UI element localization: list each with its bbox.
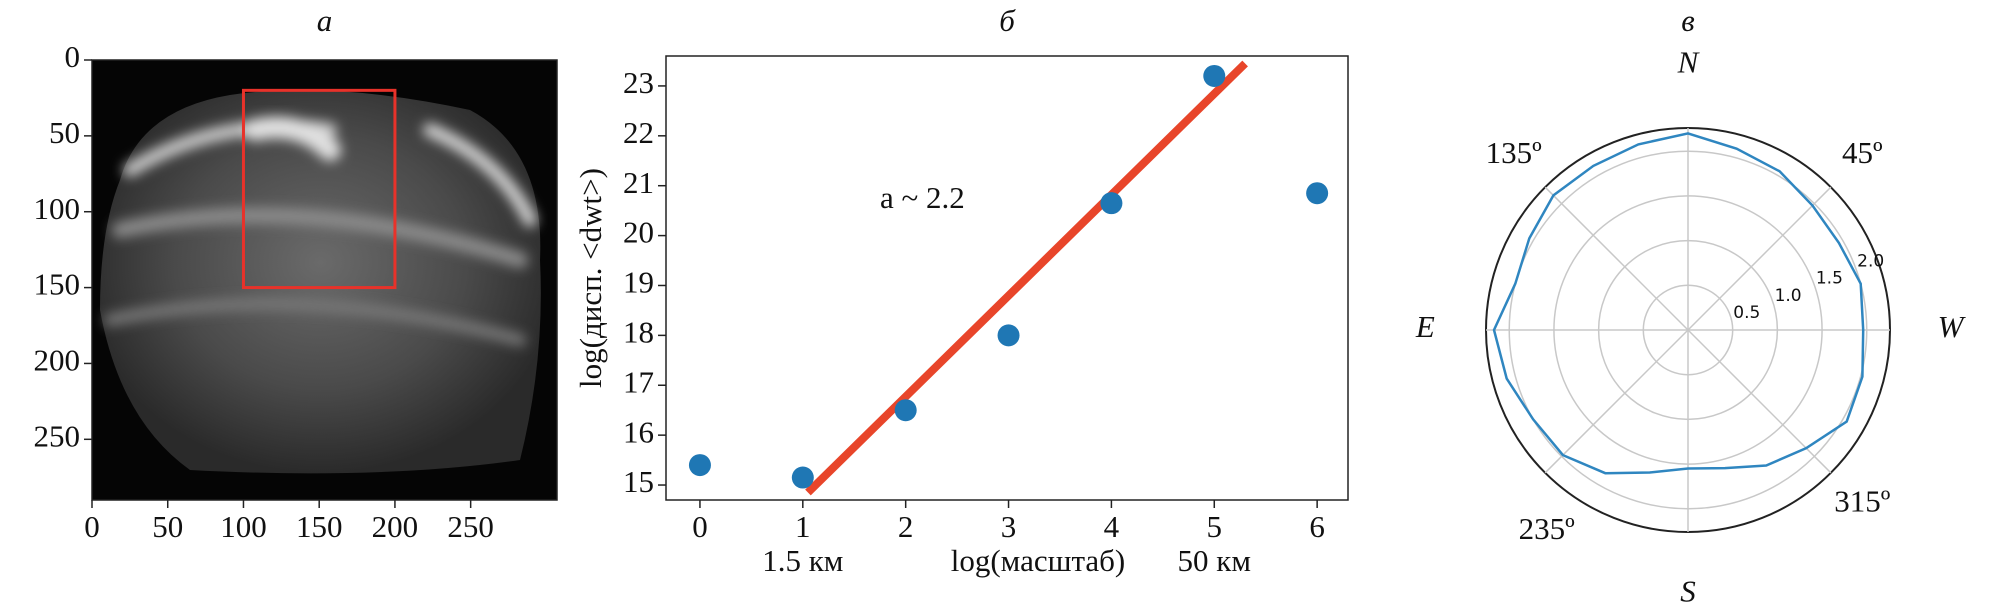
angular-grid xyxy=(1544,186,1689,331)
y-tick-label: 22 xyxy=(623,115,654,150)
y-tick-label: 50 xyxy=(49,115,80,150)
x-tick-label: 3 xyxy=(1001,509,1017,544)
x-tick-label: 200 xyxy=(372,509,419,544)
panel-title: в xyxy=(1681,3,1694,38)
direction-label: E xyxy=(1415,309,1435,344)
radial-tick-label: 1.5 xyxy=(1816,269,1843,289)
y-tick-label: 17 xyxy=(623,364,654,399)
angular-grid xyxy=(1687,329,1832,474)
y-tick-label: 19 xyxy=(623,265,654,300)
angle-label: 315º xyxy=(1834,483,1891,518)
angle-label: 235º xyxy=(1519,511,1576,546)
angle-label: 135º xyxy=(1486,135,1543,170)
x-tick-label: 150 xyxy=(296,509,343,544)
point xyxy=(791,466,814,489)
panel-title: б xyxy=(999,3,1016,38)
y-axis-label: log(дисп. <dwt>) xyxy=(573,168,608,388)
radial-tick-label: 2.0 xyxy=(1857,252,1884,272)
direction-label: S xyxy=(1680,574,1696,609)
x-tick-label: 0 xyxy=(692,509,708,544)
x-tick-label: 6 xyxy=(1309,509,1325,544)
x-tick-label: 2 xyxy=(898,509,914,544)
point xyxy=(1100,192,1123,215)
y-tick-label: 15 xyxy=(623,464,654,499)
y-tick-label: 16 xyxy=(623,414,654,449)
x-tick-label: 100 xyxy=(220,509,267,544)
x-tick-label: 1 xyxy=(795,509,811,544)
y-tick-label: 150 xyxy=(34,267,81,302)
radial-tick-label: 0.5 xyxy=(1733,303,1760,323)
direction-label: W xyxy=(1938,309,1967,344)
y-tick-label: 250 xyxy=(34,418,81,453)
aurora-image xyxy=(92,60,557,500)
axes-frame xyxy=(91,59,558,501)
point xyxy=(997,324,1020,347)
radial-tick-label: 1.0 xyxy=(1775,286,1802,306)
y-tick-label: 200 xyxy=(34,343,81,378)
direction-curve xyxy=(1492,132,1865,475)
y-tick-label: 0 xyxy=(65,39,81,74)
x-tick-label: 4 xyxy=(1104,509,1120,544)
point xyxy=(688,454,711,477)
annotation: a ~ 2.2 xyxy=(880,180,965,215)
x-tick-note: 50 км xyxy=(1178,543,1251,578)
fit-line xyxy=(805,60,1248,496)
angle-label: 45º xyxy=(1842,135,1883,170)
point xyxy=(1203,64,1226,87)
y-tick-label: 23 xyxy=(623,65,654,100)
direction-label: N xyxy=(1677,44,1701,79)
x-tick-label: 250 xyxy=(447,509,494,544)
axes-frame xyxy=(665,55,1349,501)
x-tick-label: 0 xyxy=(84,509,100,544)
y-tick-label: 100 xyxy=(34,191,81,226)
panel-title: а xyxy=(317,3,333,38)
angular-grid xyxy=(1544,329,1689,474)
y-tick-label: 20 xyxy=(623,215,654,250)
region-box xyxy=(241,88,397,290)
angular-grid xyxy=(1687,186,1832,331)
point xyxy=(1306,182,1329,205)
x-tick-note: 1.5 км xyxy=(762,543,843,578)
y-tick-label: 21 xyxy=(623,165,654,200)
x-tick-label: 50 xyxy=(152,509,183,544)
y-tick-label: 18 xyxy=(623,314,654,349)
x-axis-label: log(масштаб) xyxy=(951,543,1126,578)
x-tick-label: 5 xyxy=(1207,509,1223,544)
point xyxy=(894,399,917,422)
